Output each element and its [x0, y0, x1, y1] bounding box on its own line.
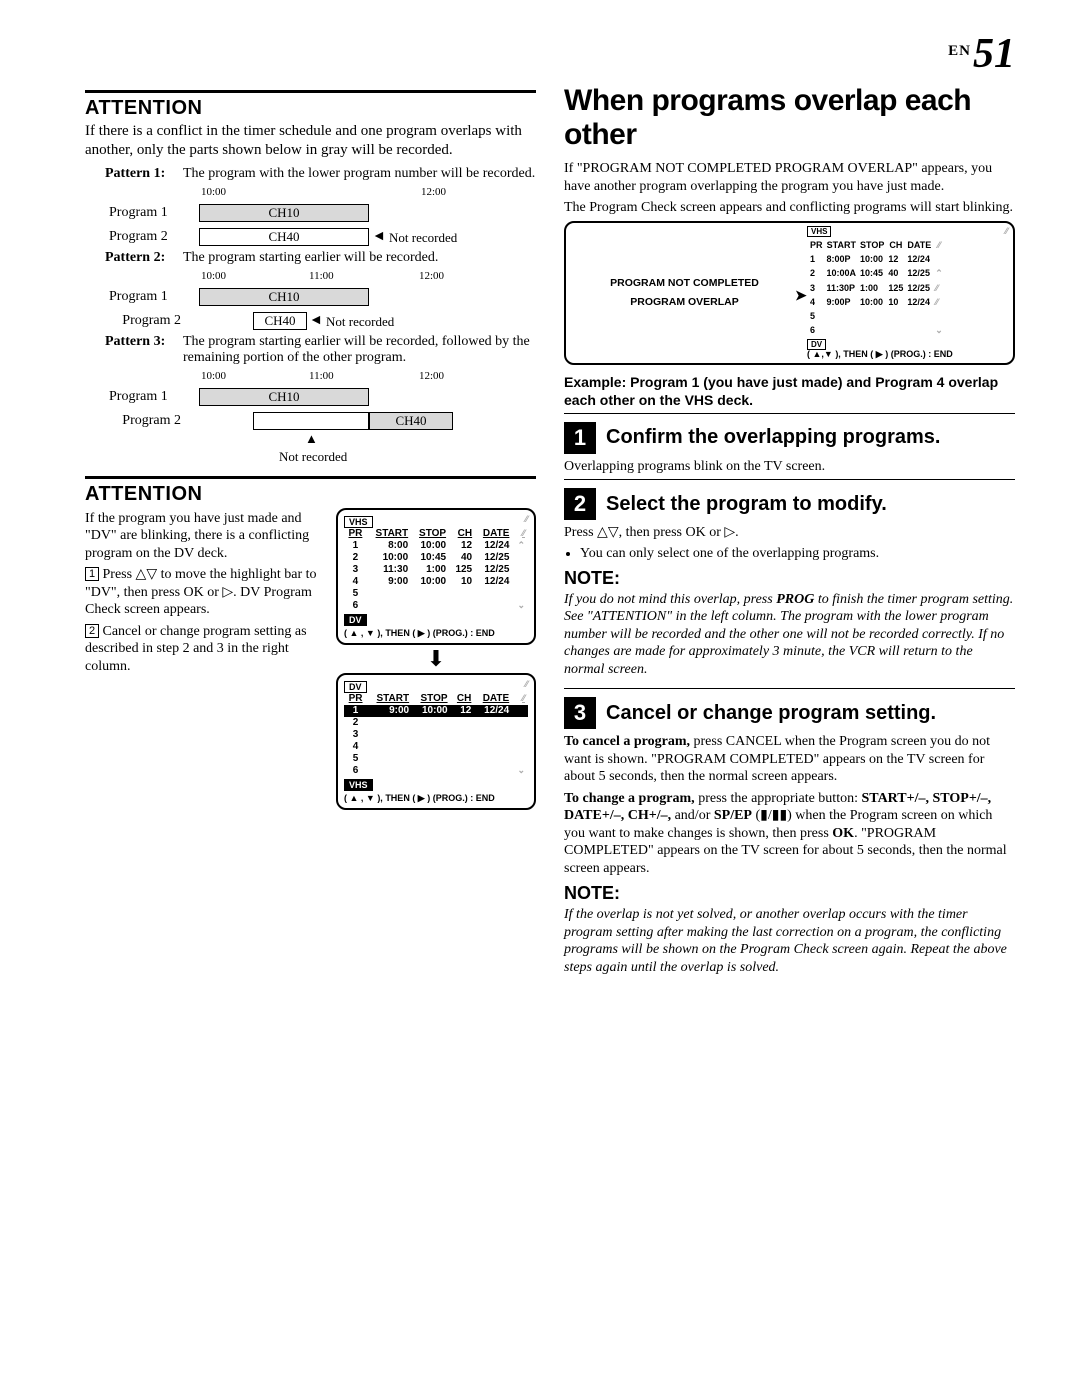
right-intro2: The Program Check screen appears and con…: [564, 199, 1015, 217]
step1-body: Overlapping programs blink on the TV scr…: [564, 458, 1015, 476]
down-arrow-icon: ⬇: [336, 648, 536, 670]
page-number: EN51: [85, 30, 1015, 78]
note1-heading: NOTE:: [564, 568, 1015, 589]
step1: 1 Confirm the overlapping programs.: [564, 422, 1015, 454]
step2-body: Press △▽, then press OK or ▷.: [564, 524, 1015, 542]
attention2-step2: 2 Cancel or change program setting as de…: [85, 623, 326, 676]
attention1-heading: ATTENTION: [85, 97, 536, 120]
main-title: When programs overlap each other: [564, 84, 1015, 152]
right-arrow-icon: ➤: [795, 287, 807, 304]
step2-bullet: You can only select one of the overlappi…: [564, 546, 1015, 562]
timeline-pattern3: 10:00 11:00 12:00 Program 1 CH10 Program…: [109, 370, 536, 466]
timeline-pattern1: 10:00 12:00 Program 1 CH10 Program 2 CH4…: [109, 186, 536, 248]
attention2-intro: If the program you have just made and "D…: [85, 510, 326, 563]
right-intro1: If "PROGRAM NOT COMPLETED PROGRAM OVERLA…: [564, 160, 1015, 195]
pattern3: Pattern 3: The program starting earlier …: [105, 334, 536, 366]
example-text: Example: Program 1 (you have just made) …: [564, 373, 1015, 409]
overlap-screen: PROGRAM NOT COMPLETED PROGRAM OVERLAP ➤ …: [564, 221, 1015, 365]
attention1-intro: If there is a conflict in the timer sche…: [85, 122, 536, 160]
vhs-screen: VHS⁄⁄ PR START STOP CH DATE ⁄⁄ 18:: [336, 508, 536, 645]
pattern1: Pattern 1: The program with the lower pr…: [105, 166, 536, 182]
note1-body: If you do not mind this overlap, press P…: [564, 591, 1015, 679]
attention2-step1: 1 Press △▽ to move the highlight bar to …: [85, 566, 326, 619]
timeline-pattern2: 10:00 11:00 12:00 Program 1 CH10 Program…: [109, 270, 536, 332]
cancel-para2: To change a program, press the appropria…: [564, 790, 1015, 878]
attention2-heading: ATTENTION: [85, 483, 536, 506]
left-column: ATTENTION If there is a conflict in the …: [85, 84, 536, 986]
step3: 3 Cancel or change program setting.: [564, 697, 1015, 729]
right-column: When programs overlap each other If "PRO…: [564, 84, 1015, 986]
cancel-para1: To cancel a program, press CANCEL when t…: [564, 733, 1015, 786]
dv-screen: DV⁄⁄ PR START STOP CH DATE ⁄⁄ 19:0: [336, 673, 536, 810]
pattern2: Pattern 2: The program starting earlier …: [105, 250, 536, 266]
note2-heading: NOTE:: [564, 883, 1015, 904]
note2-body: If the overlap is not yet solved, or ano…: [564, 906, 1015, 976]
step2: 2 Select the program to modify.: [564, 488, 1015, 520]
